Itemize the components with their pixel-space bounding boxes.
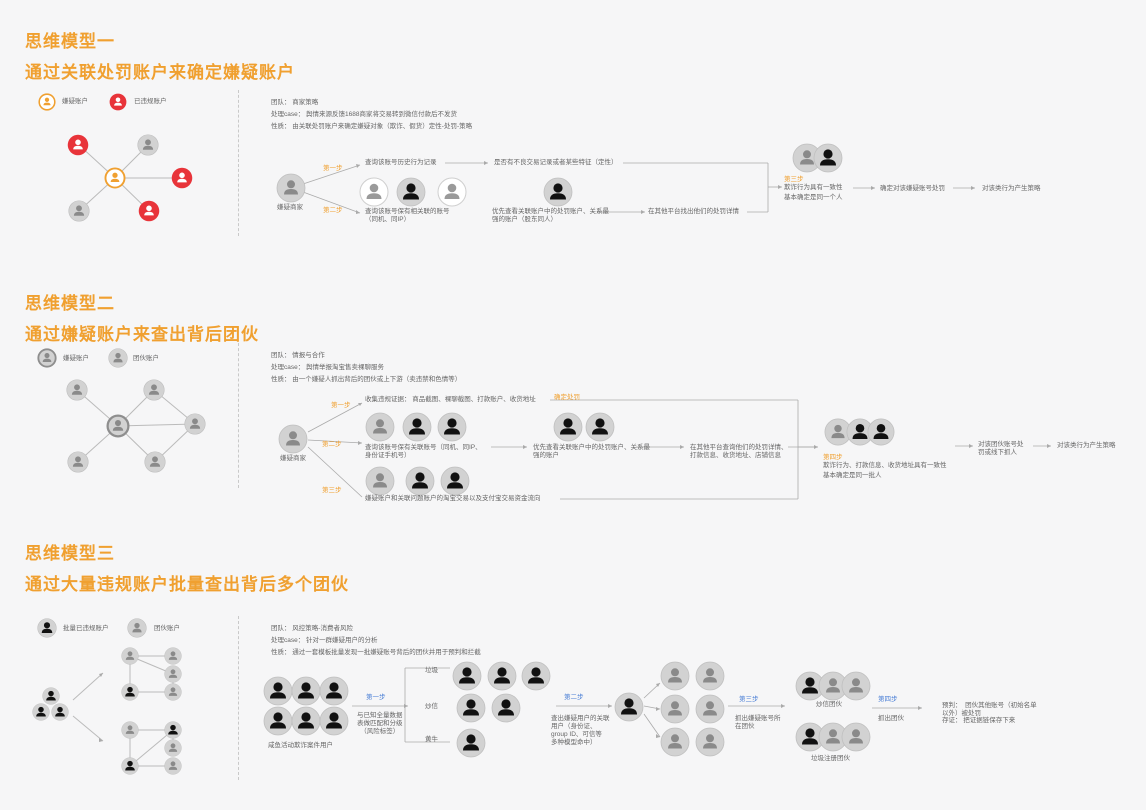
graph-node-gray [121,647,139,670]
node-dark [491,693,521,728]
step-2-label: 第二步 [564,694,584,701]
graph-node-dark [51,703,69,726]
model2-subtitle: 通过嫌疑账户来查出背后团伙 [25,325,259,344]
step-1-label: 第一步 [366,694,386,701]
model2-team: 团队： 情报与合作 [271,352,325,359]
divider [238,90,239,236]
node-gray [695,727,725,762]
model3-nature: 性质： 通过一套模板批量发现一批嫌疑账号背后的团伙并用于预判和拦截 [271,649,481,656]
start-label: 咸鱼活动欺诈案件用户 [268,742,333,749]
node-dark [456,693,486,728]
node-gray [660,727,690,762]
node-gray [695,661,725,696]
node-dark [319,706,349,741]
node-dark [487,661,517,696]
step-1-result: 确定处罚 [554,394,580,401]
step-3-text: 抓出嫌疑账号所 在团伙 [735,715,781,731]
node-gray [841,722,871,757]
graph-node-gray [164,683,182,706]
step-2-detail: 在其他平台查询他们的处罚详情、 打款信息、收货地址、店铺信息 [690,444,788,460]
step-1-label: 第一步 [323,165,343,172]
model3-team: 团队： 风控策略-消费者风险 [271,625,353,632]
step-2-result: 优先查看关联账户中的处罚账户、关系最 强的账户 [533,444,650,460]
legend-gang-label: 团伙账户 [154,625,180,632]
result-predict: 预判： 团伙其他账号（初始名单 以外）被处罚 [942,702,1037,718]
step-3-final: 对该类行为产生策略 [982,185,1041,192]
start-label: 嫌疑商家 [277,204,303,211]
node-gray [660,694,690,729]
step-2-text: 查出嫌疑用户的关联 用户（身份证、 group ID、可信等 多种模型命中） [551,715,610,747]
node-dark [456,728,486,763]
step-2-text: 查询该账号保有相关联的账号 （同机、同IP） [365,208,450,224]
result-evidence: 存证： 把证据链保存下来 [942,717,1016,724]
step-2-text: 查询该账号保有关联账号（同机、同IP、 身份证手机号） [365,444,482,460]
divider [238,343,239,488]
step-3-text: 嫌疑账户和关联问题账户的淘宝交易以及支付宝交易资金流向 [365,495,541,502]
step-3-label: 第三步 [784,176,804,183]
start-label: 嫌疑商家 [280,455,306,462]
step-4-final: 对该类行为产生策略 [1057,442,1116,449]
legend-violated-label: 已违规账户 [134,98,167,105]
model2-nature: 性质： 由一个嫌疑人抓出背后的团伙或上下游（卖违禁和色情等） [271,376,462,383]
model3-case: 处理case： 针对一群嫌疑用户的分析 [271,637,378,644]
graph-node-dark [121,683,139,706]
step-1-text: 与已知全量数据 表做匹配和分级 （风险标签） [357,712,403,736]
node-dark [263,706,293,741]
step-4-label: 第四步 [878,696,898,703]
model1-nature: 性质： 由关联处罚账户来确定嫌疑对象（欺诈、假货）定性-处罚-策略 [271,123,473,130]
divider [238,616,239,780]
step-1-text: 查询该账号历史行为记录 [365,159,437,166]
legend-suspect-label: 嫌疑账户 [62,98,88,105]
model1-team: 团队： 商家策略 [271,99,319,106]
category-c: 黄牛 [425,736,438,743]
step-4-label: 第四步 [823,454,843,461]
step-2-result: 优先查看关联账户中的处罚账户、关系最 强的账户（股东同人） [492,208,609,224]
step-1-label: 第一步 [331,402,351,409]
legend-gang-label: 团伙账户 [133,355,159,362]
legend-suspect-label: 嫌疑账户 [63,355,89,362]
category-a: 垃圾 [425,667,438,674]
model1-case: 处理case： 舆情来源反馈1688商家将交易转到微信付款后不发货 [271,111,457,118]
legend-batch-label: 批量已违规账户 [63,625,109,632]
graph-node-dark [121,757,139,780]
model1-title: 思维模型一 [25,32,115,51]
step-1-result: 是否有不良交易记录或者某些特征（定性） [494,159,618,166]
graph-node-gray [164,757,182,780]
model1-subtitle: 通过关联处罚账户来确定嫌疑账户 [25,63,295,82]
node-dark [452,661,482,696]
step-2-label: 第二步 [323,207,343,214]
step-3-label: 第三步 [739,696,759,703]
step-3-action: 确定对该嫌疑账号处罚 [880,185,945,192]
gang-a-label: 炒信团伙 [816,701,842,708]
node-dark [614,692,644,727]
step-4-text: 欺诈行为、打款信息、收货地址具有一致性 基本确定是同一批人 [823,462,947,479]
node-gray [660,661,690,696]
gang-b-label: 垃圾注册团伙 [811,755,850,762]
graph-node-gray [121,721,139,744]
model3-subtitle: 通过大量违规账户批量查出背后多个团伙 [25,575,349,594]
node-dark [291,706,321,741]
step-2-label: 第二步 [322,441,342,448]
node-dark [521,661,551,696]
step-1-text: 收集违规证据： 商品截图、裸聊截图、打款账户、收货地址 [365,396,536,403]
step-2-detail: 在其他平台找出他们的处罚详情 [648,208,739,215]
category-b: 炒信 [425,703,438,710]
model2-title: 思维模型二 [25,294,115,313]
graph-node-dark [32,703,50,726]
model2-case: 处理case： 舆情举报淘宝售卖裸聊服务 [271,364,385,371]
node-gray [695,694,725,729]
step-4-text: 抓出团伙 [878,715,904,722]
step-3-text: 欺诈行为具有一致性 基本确定是同一个人 [784,184,843,201]
model3-title: 思维模型三 [25,544,115,563]
node-gray [841,671,871,706]
step-3-label: 第三步 [322,487,342,494]
step-4-action: 对该团伙账号处 罚或线下抓人 [978,441,1024,457]
